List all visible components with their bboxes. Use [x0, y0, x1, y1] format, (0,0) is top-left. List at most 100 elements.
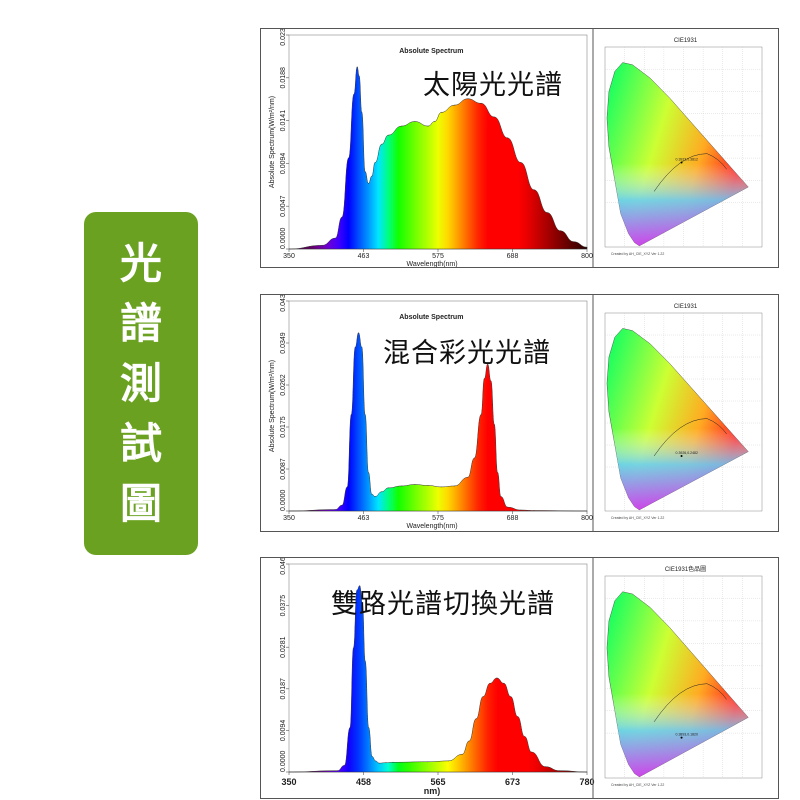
spectrum-data-point [497, 471, 499, 474]
spectrum-data-point [427, 761, 429, 763]
y-tick-label: 0.0187 [280, 678, 287, 700]
spectrum-data-point [374, 161, 376, 164]
cie-point [680, 455, 683, 457]
spectrum-data-point [493, 423, 495, 425]
spectrum-data-point [414, 483, 416, 486]
spectrum-data-point [367, 182, 370, 185]
spectrum-data-point [414, 120, 416, 123]
spectrum-data-point [489, 682, 491, 684]
cie-footer: Created by AH_CIE_XYZ Ver 1.22 [611, 252, 664, 256]
spectrum-data-point [387, 487, 389, 489]
spectrum-data-point [427, 125, 429, 127]
spectrum-data-point [480, 414, 482, 416]
cie-title: CIE1931 [674, 304, 698, 310]
spectrum-data-point [506, 506, 509, 508]
y-tick-label: 0.0375 [280, 595, 287, 617]
spectrum-data-point [368, 727, 370, 729]
spectrum-data-point [440, 111, 442, 114]
y-tick-label: 0.0235 [280, 29, 287, 46]
spectrum-data-point [371, 493, 373, 495]
cie-title: CIE1931 [674, 38, 698, 44]
spectrum-data-point [468, 740, 470, 742]
spectrum-data-point [341, 216, 343, 218]
spectrum-data-point [361, 602, 364, 605]
cie-point-label: 0.3893,0.1820 [676, 733, 698, 737]
x-tick-label: 350 [281, 777, 296, 787]
chart-title: Absolute Spectrum [399, 48, 463, 55]
spectrum-data-point [356, 589, 358, 591]
spectrum-data-point [586, 246, 588, 248]
cie-title: CIE1931色品圖 [665, 565, 706, 573]
y-axis-label: Absolute Spectrum(W/m²/nm) [269, 96, 276, 188]
spectrum-data-point [520, 161, 522, 164]
cie-horseshoe-overlay [606, 591, 749, 777]
y-tick-label: 0.0175 [280, 416, 287, 438]
spectrum-data-point [392, 761, 394, 763]
spectrum-data-point [496, 677, 498, 679]
x-tick-label: 575 [432, 515, 444, 522]
spectrum-data-point [341, 504, 343, 506]
spectrum-data-point [520, 509, 522, 511]
y-tick-label: 0.0047 [280, 195, 287, 217]
spectrum-data-point [506, 137, 509, 139]
y-tick-label: 0.0281 [280, 636, 287, 658]
spectrum-data-point [400, 125, 403, 127]
spectrum-data-point [336, 770, 339, 772]
spectrum-data-point [558, 770, 560, 772]
spectrum-data-point [334, 237, 336, 239]
cie-horseshoe-overlay [606, 328, 749, 510]
spectrum-data-point [440, 486, 442, 488]
spectrum-data-point [349, 727, 351, 729]
spectrum-data-point [353, 93, 355, 95]
side-title-char: 光 [119, 238, 162, 288]
x-axis-label: nm) [424, 786, 441, 796]
spectrum-data-point [483, 377, 485, 380]
side-title-char: 試 [119, 418, 162, 468]
cie-footer: Created by AH_CIE_XYZ Ver 1.22 [611, 783, 664, 787]
cie-point [680, 161, 683, 164]
x-tick-label: 800 [581, 253, 593, 260]
planckian-locus [653, 418, 727, 457]
side-title-badge: 光 譜 測 試 圖 [84, 212, 198, 555]
y-tick-label: 0.0094 [280, 153, 287, 175]
spectrum-data-point [573, 241, 575, 243]
spectrum-data-point [500, 495, 502, 498]
planckian-locus [653, 153, 727, 192]
spectrum-label: 雙路光譜切換光譜 [331, 589, 555, 620]
spectrum-area [288, 332, 588, 512]
spectrum-data-point [350, 414, 352, 416]
spectrum-data-point [503, 682, 505, 684]
spectrum-data-point [490, 380, 492, 382]
spectrum-data-point [453, 104, 456, 106]
spectrum-area [288, 66, 588, 250]
x-tick-label: 458 [356, 777, 371, 787]
spectrum-data-point [510, 696, 512, 698]
side-title-char: 譜 [119, 298, 162, 348]
y-tick-label: 0.0262 [280, 374, 287, 396]
x-tick-label: 673 [505, 777, 520, 787]
spectrum-data-point [544, 766, 547, 768]
spectrum-label: 混合彩光光譜 [383, 338, 551, 369]
spectrum-data-point [400, 485, 403, 487]
spectrum-data-point [343, 764, 346, 766]
spectrum-data-point [375, 760, 377, 762]
spectrum-panel-switching: 350 458 565 673 780 0.0000 0.0094 0.0187 0.0281 0… [260, 557, 779, 799]
spectrum-data-point [381, 491, 383, 493]
spectrum-chart-svg: 350 458 565 673 780 0.0000 0.0094 0.0187 0.0281 0… [280, 558, 763, 798]
spectrum-data-point [357, 332, 360, 334]
x-tick-label: 350 [283, 253, 295, 260]
cie-horseshoe-overlay [606, 62, 749, 246]
spectrum-data-point [461, 753, 463, 755]
spectrum-data-point [321, 244, 323, 246]
spectrum-data-point [487, 363, 489, 365]
y-tick-label: 0.0000 [280, 750, 287, 772]
plot-frame [288, 300, 588, 512]
y-tick-label: 0.0087 [280, 458, 287, 480]
spectrum-chart-svg: Absolute Spectrum 350 463 575 688 800 0.0000 0.… [269, 295, 763, 531]
cie-point [680, 736, 683, 739]
planckian-locus [653, 683, 727, 723]
spectrum-panel-mixed: Absolute Spectrum 350 463 575 688 800 0.0000 0.… [260, 294, 779, 532]
spectrum-data-point [467, 98, 469, 100]
x-tick-label: 575 [432, 253, 444, 260]
spectrum-data-point [364, 660, 366, 662]
